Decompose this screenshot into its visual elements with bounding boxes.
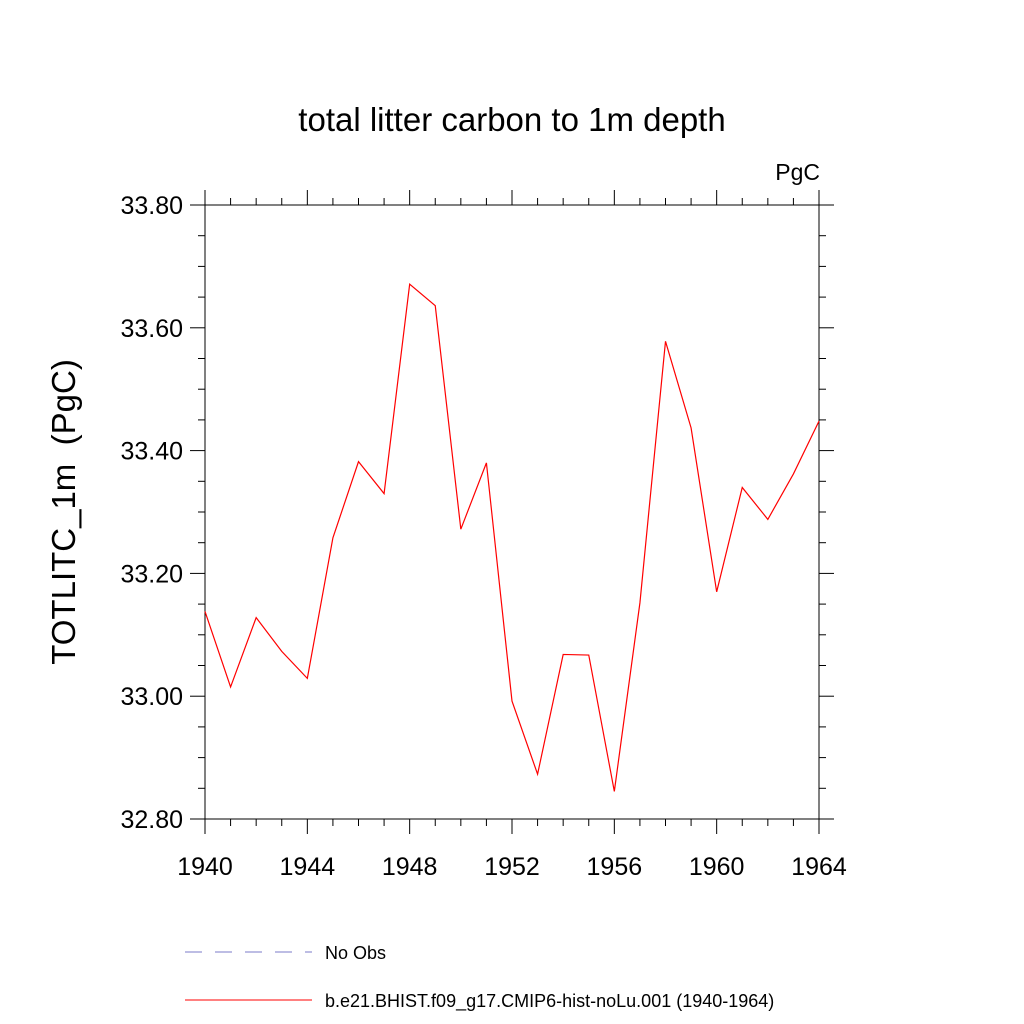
legend-label-1: b.e21.BHIST.f09_g17.CMIP6-hist-noLu.001 … (325, 991, 774, 1012)
y-tick-label: 33.40 (120, 438, 183, 466)
y-tick-label: 33.20 (120, 560, 183, 588)
y-axis-label: TOTLITC_1m (PgC) (45, 359, 82, 665)
x-tick-label: 1940 (177, 853, 233, 881)
plot-frame (204, 204, 820, 820)
x-tick-label: 1944 (280, 853, 336, 881)
x-tick-label: 1952 (484, 853, 540, 881)
legend-label-0: No Obs (325, 943, 386, 963)
y-tick-label: 33.60 (120, 315, 183, 343)
axis-tick-labels: 1940 1944 1948 1952 1956 1960 1964 32.80 33.00 33… (120, 192, 846, 881)
x-tick-label: 1956 (587, 853, 643, 881)
x-tick-label: 1964 (791, 853, 847, 881)
chart-title: total litter carbon to 1m depth (298, 101, 725, 138)
legend: No Obs b.e21.BHIST.f09_g17.CMIP6-hist-noL… (185, 943, 774, 1012)
y-tick-label: 32.80 (120, 806, 183, 834)
x-tick-label: 1960 (689, 853, 745, 881)
axis-ticks (190, 190, 834, 834)
y-tick-label: 33.00 (120, 683, 183, 711)
units-label: PgC (775, 159, 820, 185)
y-tick-label: 33.80 (120, 192, 183, 220)
series-lines (204, 283, 820, 792)
x-tick-label: 1948 (382, 853, 438, 881)
series-line-0 (204, 283, 820, 792)
